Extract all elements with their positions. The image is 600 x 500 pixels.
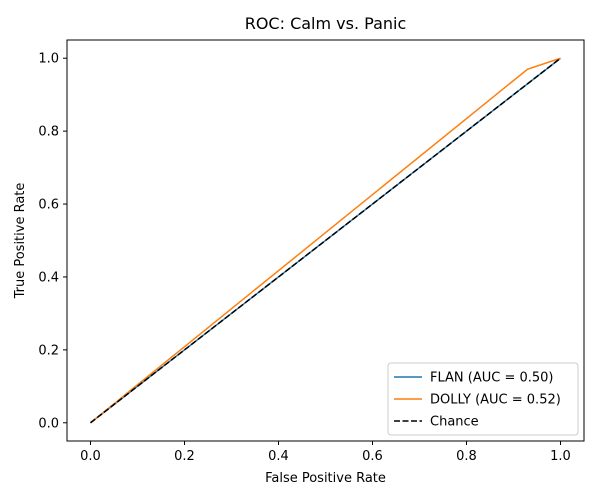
y-tick-label: 0.0 (38, 416, 59, 431)
plot-content (90, 57, 561, 424)
legend-label-0: FLAN (AUC = 0.50) (430, 371, 554, 386)
x-tick-label: 0.6 (362, 449, 383, 464)
y-tick-label: 0.8 (38, 125, 59, 140)
y-tick-label: 0.2 (38, 343, 59, 358)
chart-title: ROC: Calm vs. Panic (245, 14, 407, 33)
legend-label-1: DOLLY (AUC = 0.52) (430, 393, 561, 408)
plot-frame (66, 39, 585, 442)
legend-box (387, 362, 579, 436)
y-tick-label: 1.0 (38, 52, 59, 67)
x-axis-label: False Positive Rate (265, 471, 386, 486)
x-tick-label: 1.0 (550, 449, 571, 464)
y-tick-label: 0.4 (38, 270, 59, 285)
x-tick-label: 0.4 (268, 449, 289, 464)
x-tick-label: 0.0 (80, 449, 101, 464)
x-tick-label: 0.8 (456, 449, 477, 464)
series-line-2 (90, 57, 561, 424)
y-tick-label: 0.6 (38, 198, 59, 213)
x-tick-label: 0.2 (174, 449, 195, 464)
legend-label-2: Chance (430, 415, 479, 430)
axis-ticks: 0.0 0.2 0.4 0.6 0.8 1.0 0.0 0.2 0.4 0.6 0.8 1.0 (38, 52, 571, 464)
legend: FLAN (AUC = 0.50) DOLLY (AUC = 0.52) Chanc… (387, 362, 579, 436)
y-axis-label: True Positive Rate (13, 183, 28, 300)
series-line-1 (90, 57, 561, 424)
